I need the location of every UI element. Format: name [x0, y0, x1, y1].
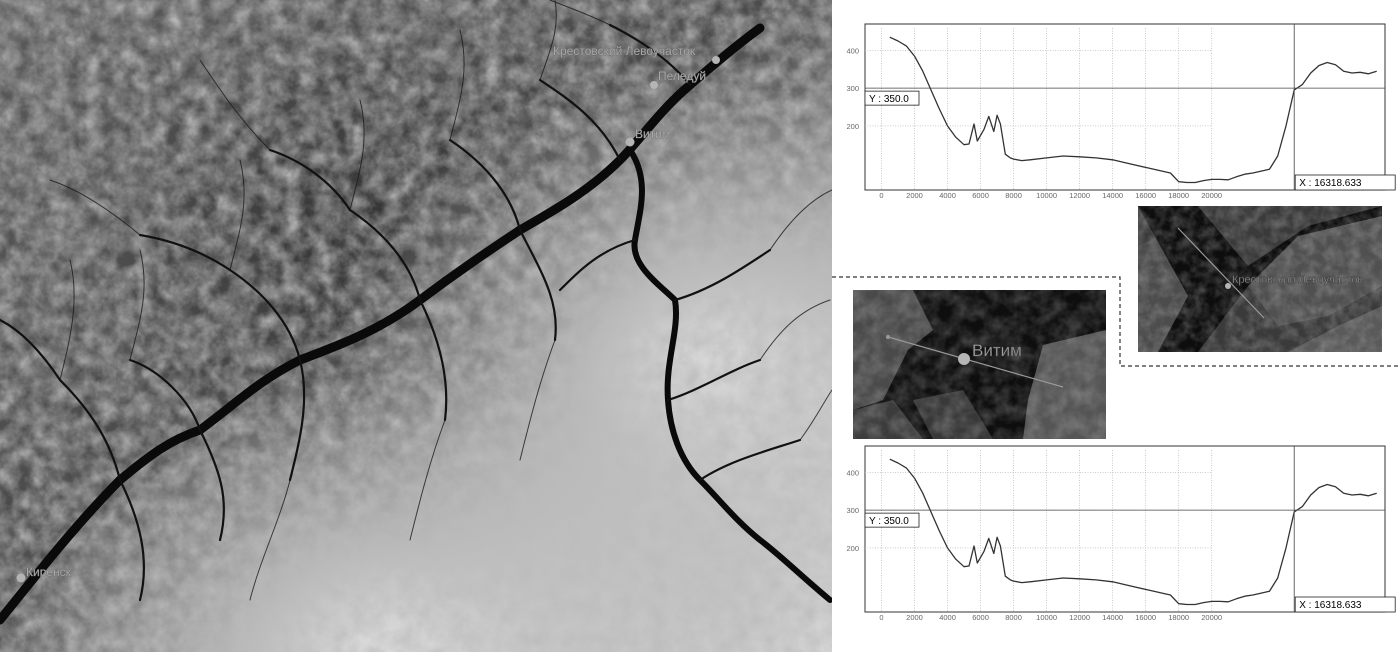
kirensk-label: Киренск: [26, 565, 72, 579]
inset-label: Витим: [972, 341, 1022, 360]
x-tick-label: 12000: [1069, 191, 1090, 200]
x-tick-label: 16000: [1135, 191, 1156, 200]
x-tick-label: 20000: [1201, 613, 1222, 622]
peledui-label: Пеледуй: [658, 69, 706, 83]
x-tick-label: 16000: [1135, 613, 1156, 622]
dem-map[interactable]: Крестовский Левоучасток Пеледуй Витим Ки…: [0, 0, 832, 652]
x-tick-label: 20000: [1201, 191, 1222, 200]
elevation-profile-line: [889, 458, 1377, 606]
plot-frame: [864, 23, 1386, 191]
x-tick-label: 14000: [1102, 613, 1123, 622]
krestovsky-label: Крестовский Левоучасток: [553, 44, 696, 58]
river-network: [0, 0, 832, 625]
x-readout-box: [1294, 174, 1396, 191]
x-tick-label: 0: [879, 613, 883, 622]
settlement-labels: Крестовский Левоучасток Пеледуй Витим Ки…: [26, 44, 707, 580]
x-readout: X : 16318.633: [1299, 600, 1362, 611]
krestovsky-marker[interactable]: [712, 56, 720, 64]
elevation-profile-line: [889, 36, 1377, 184]
inset-label: Крестовский Левоучасток: [1232, 274, 1362, 286]
profile-start-point: [886, 335, 890, 339]
x-readout: X : 16318.633: [1299, 178, 1362, 189]
x-tick-label: 12000: [1069, 613, 1090, 622]
lena-river: [0, 23, 765, 625]
x-tick-label: 10000: [1036, 613, 1057, 622]
vitim-label: Витим: [635, 127, 670, 141]
x-tick-label: 18000: [1168, 191, 1189, 200]
inset-krestovsky[interactable]: Крестовский Левоучасток: [1138, 206, 1382, 352]
vitim-marker[interactable]: [625, 137, 635, 147]
x-tick-label: 0: [879, 191, 883, 200]
x-tick-label: 10000: [1036, 191, 1057, 200]
inset-texture: [853, 290, 1106, 439]
x-tick-label: 2000: [906, 613, 923, 622]
y-readout-box: [864, 512, 920, 528]
krestovsky-marker: [1225, 283, 1231, 289]
kirensk-marker[interactable]: [16, 573, 26, 583]
x-tick-label: 8000: [1005, 613, 1022, 622]
x-tick-label: 2000: [906, 191, 923, 200]
peledui-marker[interactable]: [650, 81, 658, 89]
x-tick-label: 14000: [1102, 191, 1123, 200]
y-tick-label: 400: [846, 468, 859, 477]
settlement-markers: [16, 56, 720, 583]
x-tick-label: 8000: [1005, 191, 1022, 200]
x-tick-label: 6000: [972, 613, 989, 622]
x-tick-label: 4000: [939, 191, 956, 200]
plot-frame: [864, 445, 1386, 613]
y-tick-label: 200: [846, 122, 859, 131]
x-readout-box: [1294, 596, 1396, 613]
x-tick-label: 4000: [939, 613, 956, 622]
y-tick-label: 300: [846, 506, 859, 515]
y-readout: Y : 350.0: [869, 94, 909, 105]
y-tick-label: 300: [846, 84, 859, 93]
y-tick-label: 200: [846, 544, 859, 553]
x-tick-label: 18000: [1168, 613, 1189, 622]
x-tick-label: 6000: [972, 191, 989, 200]
y-readout-box: [864, 90, 920, 106]
y-readout: Y : 350.0: [869, 516, 909, 527]
y-tick-label: 400: [846, 46, 859, 55]
terrain-shading: [0, 0, 832, 652]
vitim-marker: [958, 353, 970, 365]
inset-vitim[interactable]: Витим: [853, 290, 1106, 439]
